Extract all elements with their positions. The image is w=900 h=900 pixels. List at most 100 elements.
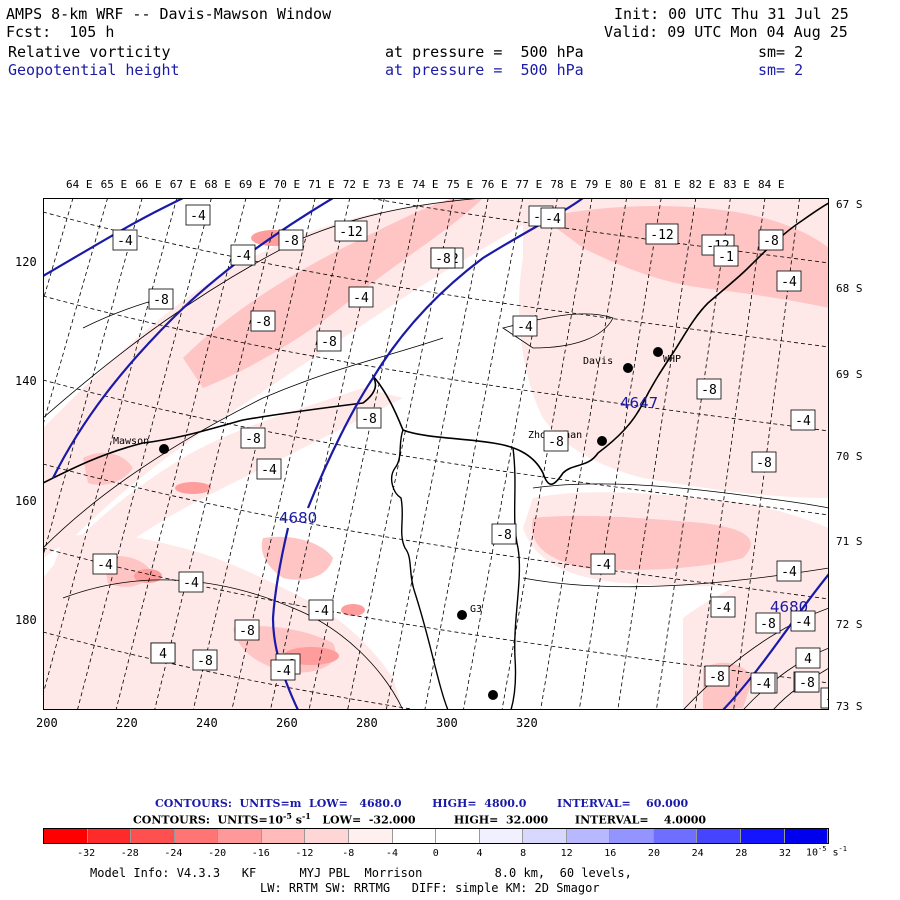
colorbar-swatch xyxy=(44,829,88,843)
vorticity-label: -4 xyxy=(261,463,277,478)
vorticity-label: -4 xyxy=(313,604,329,619)
colorbar-swatch xyxy=(218,829,262,843)
vorticity-label-box xyxy=(645,223,679,245)
meridian-line xyxy=(617,198,697,710)
vorticity-label-box xyxy=(696,378,722,400)
meridian-line xyxy=(192,198,316,710)
lon-label: 77 E xyxy=(515,178,543,191)
colorbar-swatch xyxy=(348,829,393,843)
vorticity-label: 4 xyxy=(804,652,812,667)
vorticity-label-box xyxy=(795,647,821,669)
vorticity-label: -8 xyxy=(756,456,772,471)
colorbar-label: 0 xyxy=(432,848,439,859)
colorbar-swatch xyxy=(610,829,654,843)
meridian-line xyxy=(694,198,766,710)
colorbar-label: -8 xyxy=(342,848,355,859)
y-tick-label: 180 xyxy=(15,613,37,627)
vorticity-label-box xyxy=(430,247,456,269)
vorticity-label: -4 xyxy=(517,320,533,335)
meridian-line xyxy=(424,198,524,710)
vorticity-label-box xyxy=(790,409,816,431)
meridian-line xyxy=(77,198,212,710)
lon-label: 76 E xyxy=(481,178,508,191)
colorbar-label: 32 xyxy=(778,848,791,859)
lon-label: 83 E xyxy=(723,178,750,191)
colorbar-swatch xyxy=(697,829,741,843)
vorticity-label-box xyxy=(543,430,569,452)
colorbar-swatch xyxy=(566,829,611,843)
lon-label: 70 E xyxy=(273,178,301,191)
x-tick-label: 260 xyxy=(276,716,298,730)
vorticity-label: -8 xyxy=(245,432,261,447)
vorticity-map: Mawson Davis WHP Zhongshan G3 4647 4680 … xyxy=(43,198,829,710)
vorticity-label-box xyxy=(751,451,777,473)
vorticity-label: -8 xyxy=(709,670,725,685)
lat-label: 67 S xyxy=(836,198,863,211)
vorticity-label: -4 xyxy=(353,291,369,306)
lon-label: 71 E xyxy=(308,178,335,191)
vorticity-label: 4 xyxy=(159,647,167,662)
lon-label: 75 E xyxy=(446,178,474,191)
x-tick-label: 280 xyxy=(356,716,378,730)
vorticity-label: -4 xyxy=(183,576,199,591)
colorbar-label: -12 xyxy=(295,848,314,859)
vorticity-label-box xyxy=(356,407,382,429)
colorbar-label: 16 xyxy=(604,848,617,859)
vorticity-label: -4 xyxy=(825,692,829,707)
parallel-line xyxy=(43,463,829,600)
vorticity-label-box xyxy=(150,642,176,664)
colorbar-swatch xyxy=(784,829,829,843)
vorticity-label: -8 xyxy=(239,624,255,639)
vorticity-label: -4 xyxy=(545,212,561,227)
lon-label: 69 E xyxy=(239,178,266,191)
meridian-line xyxy=(540,198,627,710)
vorticity-label: -4 xyxy=(781,275,797,290)
ice-shelf-edge xyxy=(391,429,449,710)
station-mawson-label: Mawson xyxy=(113,436,149,447)
parallel-line xyxy=(366,198,829,264)
amery-edge xyxy=(510,447,521,710)
colorbar-swatch xyxy=(261,829,306,843)
lon-label: 78 E xyxy=(550,178,577,191)
colorbar-swatch xyxy=(305,829,349,843)
vorticity-label: -4 xyxy=(595,558,611,573)
vorticity-label-box xyxy=(270,659,296,681)
meridian-line xyxy=(270,198,385,710)
meridian-line xyxy=(308,198,420,710)
x-tick-label: 220 xyxy=(116,716,138,730)
vorticity-label: -8 xyxy=(435,252,451,267)
vorticity-label: -8 xyxy=(799,676,815,691)
vorticity-label: -8 xyxy=(763,234,779,249)
colorbar xyxy=(43,828,829,844)
vorticity-label: -8 xyxy=(153,293,169,308)
station-davis-label: Davis xyxy=(583,356,613,367)
station-davis-dot xyxy=(623,363,633,373)
vorticity-label: -4 xyxy=(795,414,811,429)
station-zhongshan-dot xyxy=(597,436,607,446)
height-label-4680-left: 4680 xyxy=(279,509,317,527)
meridian-line xyxy=(43,198,178,696)
parallel-line xyxy=(43,547,829,684)
y-tick-label: 160 xyxy=(15,494,37,508)
vorticity-label-box xyxy=(590,553,616,575)
colorbar-label: 8 xyxy=(520,848,527,859)
vorticity-value-labels: -4-4-4-8-12-12-8-4-8-8-4-8-12-8-12-4-8-4… xyxy=(92,204,829,709)
field2-name: Geopotential height xyxy=(8,61,180,79)
field2-level: at pressure = 500 hPa xyxy=(385,61,584,79)
lon-label: 74 E xyxy=(412,178,439,191)
lat-label: 69 S xyxy=(836,368,863,381)
vorticity-label-box xyxy=(704,665,730,687)
vorticity-label: -8 xyxy=(760,617,776,632)
vorticity-label-box xyxy=(540,207,566,229)
vorticity-label: -4 xyxy=(795,615,811,630)
vorticity-label-box xyxy=(240,427,266,449)
colorbar-label: -32 xyxy=(77,848,96,859)
station-markers xyxy=(159,347,663,700)
meridian-line xyxy=(501,198,593,710)
vorticity-label-box xyxy=(776,560,802,582)
parallel-line xyxy=(43,379,829,516)
lon-label: 84 E xyxy=(758,178,785,191)
colorbar-label: 20 xyxy=(647,848,660,859)
field2-smoothing: sm= 2 xyxy=(758,61,804,79)
meridian-line xyxy=(578,198,662,710)
